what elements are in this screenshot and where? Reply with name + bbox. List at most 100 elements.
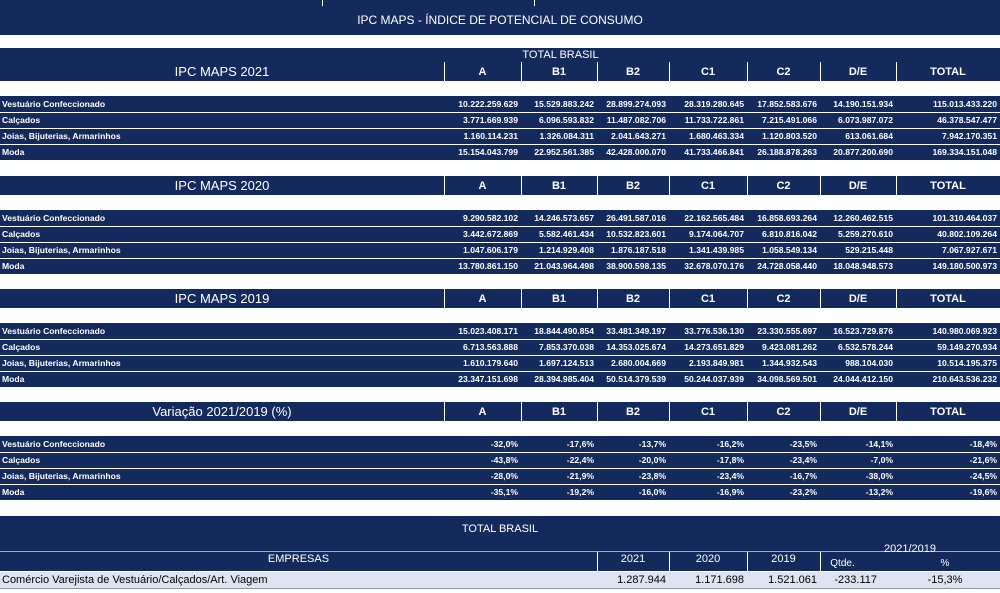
table-title: Variação 2021/2019 (%): [152, 404, 292, 419]
grid-line: [521, 402, 522, 421]
table-cell: 22.952.561.385: [534, 147, 594, 157]
grid-line: [444, 62, 445, 81]
company-category-label: Comércio Varejista de Vestuário/Calçados…: [2, 574, 268, 586]
grid-line: [521, 176, 522, 195]
table-cell: 1.697.124.513: [539, 358, 594, 368]
table-cell: 41.733.466.841: [684, 147, 744, 157]
table-cell: 6.810.816.042: [762, 229, 817, 239]
table-cell: 115.013.433.220: [932, 99, 997, 109]
table-cell: -23,4%: [789, 455, 817, 465]
table-cell: -7,0%: [870, 455, 893, 465]
column-header-b1: B1: [551, 405, 567, 418]
grid-line: [0, 226, 1000, 227]
table-cell: 1.680.463.334: [689, 131, 744, 141]
table-cell: 33.776.536.130: [684, 326, 744, 336]
table-cell: -43,8%: [490, 455, 518, 465]
table-title: IPC MAPS 2021: [174, 64, 270, 79]
table-cell: 23.330.555.697: [757, 326, 817, 336]
table-cell: 6.713.563.888: [463, 342, 518, 352]
qtde-header: Qtde.: [830, 557, 855, 569]
table-cell: 6.096.593.832: [539, 115, 594, 125]
column-header-a: A: [478, 292, 487, 305]
table-cell: -19,6%: [969, 487, 997, 497]
grid-line: [521, 289, 522, 308]
title-bar: IPC MAPS - ÍNDICE DE POTENCIAL DE CONSUM…: [0, 0, 1000, 35]
column-header-c2: C2: [776, 405, 791, 418]
row-label: Calçados: [2, 115, 41, 125]
table-cell: 42.428.000.070: [606, 147, 666, 157]
table-cell: 24.728.058.440: [757, 261, 817, 271]
table-row: Joias, Bijuterias, Armarinhos 1.610.179.6…: [0, 355, 1000, 371]
table-cell: 14.190.151.934: [833, 99, 893, 109]
grid-line: [896, 62, 897, 81]
table-cell: 16.858.693.264: [757, 213, 817, 223]
table-row: Joias, Bijuterias, Armarinhos -28,0% -21,9…: [0, 468, 1000, 484]
year-2020-header: 2020: [695, 552, 721, 565]
bottom-data-row: Comércio Varejista de Vestuário/Calçados…: [0, 572, 1000, 589]
table-row: Moda -35,1% -19,2% -16,0% -16,9% -23,2% -13,2%…: [0, 484, 1000, 500]
grid-line: [820, 176, 821, 195]
table-cell: -35,1%: [490, 487, 518, 497]
row-label: Joias, Bijuterias, Armarinhos: [2, 245, 121, 255]
row-label: Moda: [2, 147, 25, 157]
table-cell: -20,0%: [638, 455, 666, 465]
grid-line: [0, 258, 1000, 259]
table-cell: 26.491.587.016: [606, 213, 666, 223]
column-header-c1: C1: [700, 405, 716, 418]
table-cell: 32.678.070.176: [684, 261, 744, 271]
table-row: Calçados 3.771.669.939 6.096.593.832 11.487…: [0, 112, 1000, 128]
table-cell: 14.246.573.657: [534, 213, 594, 223]
table-cell: 40.802.109.264: [937, 229, 997, 239]
table-cell: 1.214.929.408: [539, 245, 594, 255]
table-cell: 15.529.883.242: [534, 99, 594, 109]
table-cell: 613.061.684: [845, 131, 893, 141]
table-cell: -19,2%: [566, 487, 594, 497]
grid-line: [669, 62, 670, 81]
grid-line: [0, 452, 1000, 453]
grid-line: [896, 289, 897, 308]
value-2020: 1.171.698: [695, 574, 744, 586]
table-row: Moda 15.154.043.799 22.952.561.385 42.428.0…: [0, 144, 1000, 160]
row-label: Calçados: [2, 342, 41, 352]
table-header-2: IPC MAPS 2019 A B1 B2 C1 C2 D/E TOTAL: [0, 289, 1000, 308]
row-label: Joias, Bijuterias, Armarinhos: [2, 131, 121, 141]
table-cell: 10.514.195.375: [937, 358, 997, 368]
table-cell: 21.043.964.498: [534, 261, 594, 271]
table-cell: 149.180.500.973: [932, 261, 997, 271]
column-header-c1: C1: [700, 179, 716, 192]
table-cell: -16,7%: [789, 471, 817, 481]
column-header-total: TOTAL: [930, 292, 966, 305]
grid-line: [669, 552, 670, 571]
table-cell: 14.353.025.674: [606, 342, 666, 352]
table-cell: -23,5%: [789, 439, 817, 449]
table-header-1: IPC MAPS 2020 A B1 B2 C1 C2 D/E TOTAL: [0, 176, 1000, 195]
row-label: Moda: [2, 374, 25, 384]
table-cell: 2.680.004.669: [611, 358, 666, 368]
table-cell: 15.023.408.171: [458, 326, 518, 336]
column-header-a: A: [478, 179, 487, 192]
table-cell: -18,4%: [969, 439, 997, 449]
row-label: Moda: [2, 487, 25, 497]
grid-line: [597, 402, 598, 421]
table-row: Vestuário Confeccionado -32,0% -17,6% -13,7…: [0, 436, 1000, 452]
grid-line: [0, 551, 1000, 552]
column-header-d-e: D/E: [848, 405, 868, 418]
grid-line: [896, 176, 897, 195]
column-header-a: A: [478, 65, 487, 78]
grid-line: [669, 176, 670, 195]
row-label: Vestuário Confeccionado: [2, 439, 106, 449]
column-header-c1: C1: [700, 65, 716, 78]
grid-line: [0, 355, 1000, 356]
grid-line: [521, 62, 522, 81]
grid-line: [0, 339, 1000, 340]
table-cell: 9.290.582.102: [463, 213, 518, 223]
table-cell: 2.041.643.271: [611, 131, 666, 141]
table-cell: 38.900.598.135: [606, 261, 666, 271]
column-header-total: TOTAL: [930, 179, 966, 192]
table-cell: 169.334.151.048: [932, 147, 997, 157]
table-cell: 12.260.462.515: [833, 213, 893, 223]
row-label: Moda: [2, 261, 25, 271]
row-label: Calçados: [2, 455, 41, 465]
table-cell: -16,0%: [638, 487, 666, 497]
table-row: Moda 13.780.861.150 21.043.964.498 38.900.5…: [0, 258, 1000, 274]
